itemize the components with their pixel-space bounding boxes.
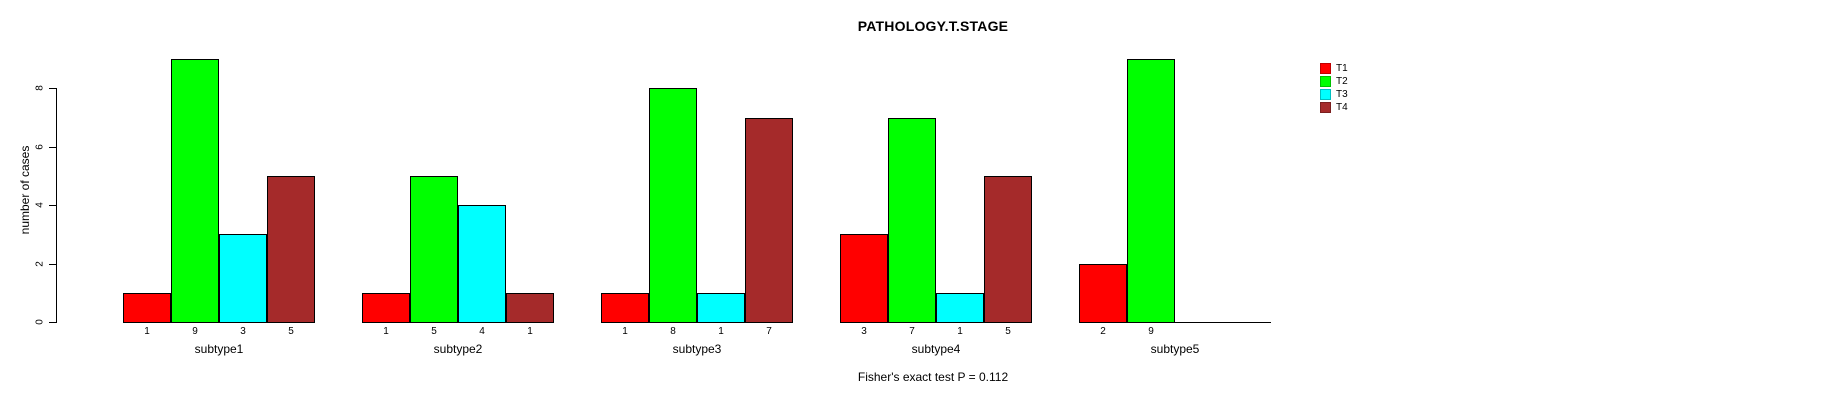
legend-item-t3: T3: [1320, 88, 1348, 101]
group-baseline: [1079, 322, 1271, 323]
bar-t2-subtype4: [888, 118, 936, 323]
bar-value-label: 9: [192, 326, 198, 337]
bar-value-label: 3: [240, 326, 246, 337]
category-label-subtype4: subtype4: [911, 342, 961, 356]
y-axis-tick: [49, 88, 56, 90]
y-tick-label: 8: [34, 85, 46, 92]
bar-t2-subtype3: [649, 88, 697, 323]
legend-label: T2: [1336, 76, 1348, 87]
legend-item-t4: T4: [1320, 101, 1348, 114]
bar-value-label: 9: [1148, 326, 1154, 337]
y-axis-tick: [49, 205, 56, 207]
bar-t4-subtype4: [984, 176, 1032, 323]
bar-t4-subtype3: [745, 118, 793, 323]
y-tick-label: 6: [34, 144, 46, 150]
bar-t4-subtype1: [267, 176, 315, 323]
bar-t2-subtype1: [171, 59, 219, 323]
category-label-subtype5: subtype5: [1150, 342, 1200, 356]
bar-value-label: 1: [144, 326, 150, 337]
legend-swatch-icon: [1320, 89, 1331, 100]
bar-t4-subtype2: [506, 293, 554, 323]
legend-item-t1: T1: [1320, 62, 1348, 75]
bar-t1-subtype3: [601, 293, 649, 323]
bar-t1-subtype2: [362, 293, 410, 323]
bar-value-label: 8: [670, 326, 676, 337]
y-tick-label: 2: [34, 260, 46, 267]
bar-value-label: 4: [479, 326, 485, 337]
bar-value-label: 5: [431, 326, 437, 337]
legend-item-t2: T2: [1320, 75, 1348, 88]
y-axis-label: number of cases: [18, 145, 32, 235]
bar-t3-subtype2: [458, 205, 506, 323]
legend-swatch-icon: [1320, 63, 1331, 74]
bar-value-label: 5: [1005, 326, 1011, 337]
y-axis-tick: [49, 146, 56, 148]
legend-label: T4: [1336, 102, 1348, 113]
stats-caption: Fisher's exact test P = 0.112: [857, 370, 1009, 384]
bar-t1-subtype1: [123, 293, 171, 323]
chart-title: PATHOLOGY.T.STAGE: [857, 18, 1009, 34]
bar-value-label: 7: [909, 326, 915, 337]
bar-t2-subtype5: [1127, 59, 1175, 323]
legend-swatch-icon: [1320, 76, 1331, 87]
bar-value-label: 1: [718, 326, 724, 337]
category-label-subtype3: subtype3: [672, 342, 722, 356]
bar-t3-subtype1: [219, 234, 267, 323]
category-label-subtype1: subtype1: [194, 342, 244, 356]
bar-t1-subtype5: [1079, 264, 1127, 323]
bar-value-label: 3: [861, 326, 867, 337]
legend-label: T3: [1336, 89, 1348, 100]
bar-value-label: 2: [1100, 326, 1106, 337]
bar-t1-subtype4: [840, 234, 888, 323]
y-tick-label: 4: [34, 202, 46, 208]
bar-value-label: 1: [622, 326, 628, 337]
legend-swatch-icon: [1320, 102, 1331, 113]
legend-label: T1: [1336, 63, 1348, 74]
bar-t2-subtype2: [410, 176, 458, 323]
bar-value-label: 7: [766, 326, 772, 337]
bar-value-label: 1: [957, 326, 963, 337]
y-axis-tick: [49, 322, 56, 323]
y-tick-label: 0: [34, 319, 46, 325]
bar-t3-subtype4: [936, 293, 984, 323]
bar-value-label: 5: [288, 326, 294, 337]
y-axis-tick: [49, 263, 56, 265]
bar-t3-subtype3: [697, 293, 745, 323]
category-label-subtype2: subtype2: [433, 342, 483, 356]
y-axis-line: [56, 88, 57, 323]
bar-value-label: 1: [527, 326, 533, 337]
bar-value-label: 1: [383, 326, 389, 337]
legend: T1 T2 T3 T4: [1320, 62, 1348, 114]
